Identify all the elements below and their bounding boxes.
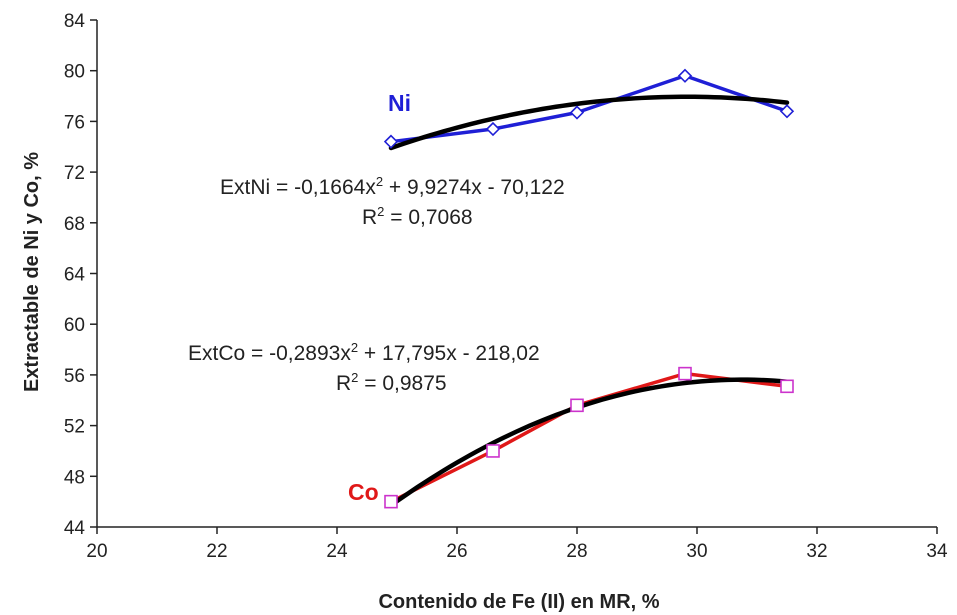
x-tick-label: 30 xyxy=(686,541,707,562)
data-point-ni xyxy=(383,134,399,149)
series-ni xyxy=(383,68,795,151)
y-tick-label: 72 xyxy=(64,163,85,184)
data-point-ni xyxy=(485,121,501,137)
data-point-ni xyxy=(779,104,795,119)
data-point-ni xyxy=(569,105,585,120)
series-line-co xyxy=(390,371,788,504)
axes xyxy=(96,20,937,528)
data-point-ni xyxy=(677,68,693,83)
series-label-ni: Ni xyxy=(388,90,411,116)
x-axis-title: Contenido de Fe (II) en MR, % xyxy=(378,591,659,613)
trendline-equation-co: ExtCo = -0,2893x2 + 17,795x - 218,02 xyxy=(188,340,540,365)
y-tick-label: 68 xyxy=(64,214,85,235)
x-tick-label: 32 xyxy=(806,541,827,562)
trendline-co xyxy=(388,377,790,508)
series-co xyxy=(384,366,794,509)
data-point-co xyxy=(570,398,584,413)
data-point-co xyxy=(486,444,500,458)
y-axis-title: Extractable de Ni y Co, % xyxy=(21,152,43,392)
x-tick-label: 34 xyxy=(926,541,948,562)
x-tick-label: 20 xyxy=(86,541,107,562)
trendline-ni xyxy=(388,94,790,151)
y-tick-label: 60 xyxy=(64,315,85,336)
y-tick-label: 64 xyxy=(64,265,86,286)
x-tick-label: 28 xyxy=(566,541,587,562)
y-tick-label: 44 xyxy=(64,518,86,539)
trendline-r2-ni: R2 = 0,7068 xyxy=(362,204,473,229)
series-label-co: Co xyxy=(348,479,379,505)
y-tick-label: 56 xyxy=(64,366,85,387)
x-tick-label: 26 xyxy=(446,541,467,562)
y-tick-label: 80 xyxy=(64,62,85,83)
data-point-co xyxy=(678,366,692,381)
data-point-co xyxy=(384,494,398,509)
y-tick-label: 76 xyxy=(64,112,85,133)
x-tick-label: 22 xyxy=(206,541,227,562)
x-axis-ticks: 20 22 24 26 28 30 32 34 xyxy=(86,527,948,562)
y-tick-label: 52 xyxy=(64,417,85,438)
trendline-equation-ni: ExtNi = -0,1664x2 + 9,9274x - 70,122 xyxy=(220,174,565,199)
trendline-r2-co: R2 = 0,9875 xyxy=(336,370,447,395)
y-axis-ticks: 44 48 52 56 60 64 68 72 76 80 84 xyxy=(64,11,97,539)
y-tick-label: 48 xyxy=(64,467,85,488)
x-tick-label: 24 xyxy=(326,541,348,562)
series-layer xyxy=(383,68,795,509)
data-point-co xyxy=(780,379,794,394)
y-tick-label: 84 xyxy=(64,11,86,32)
